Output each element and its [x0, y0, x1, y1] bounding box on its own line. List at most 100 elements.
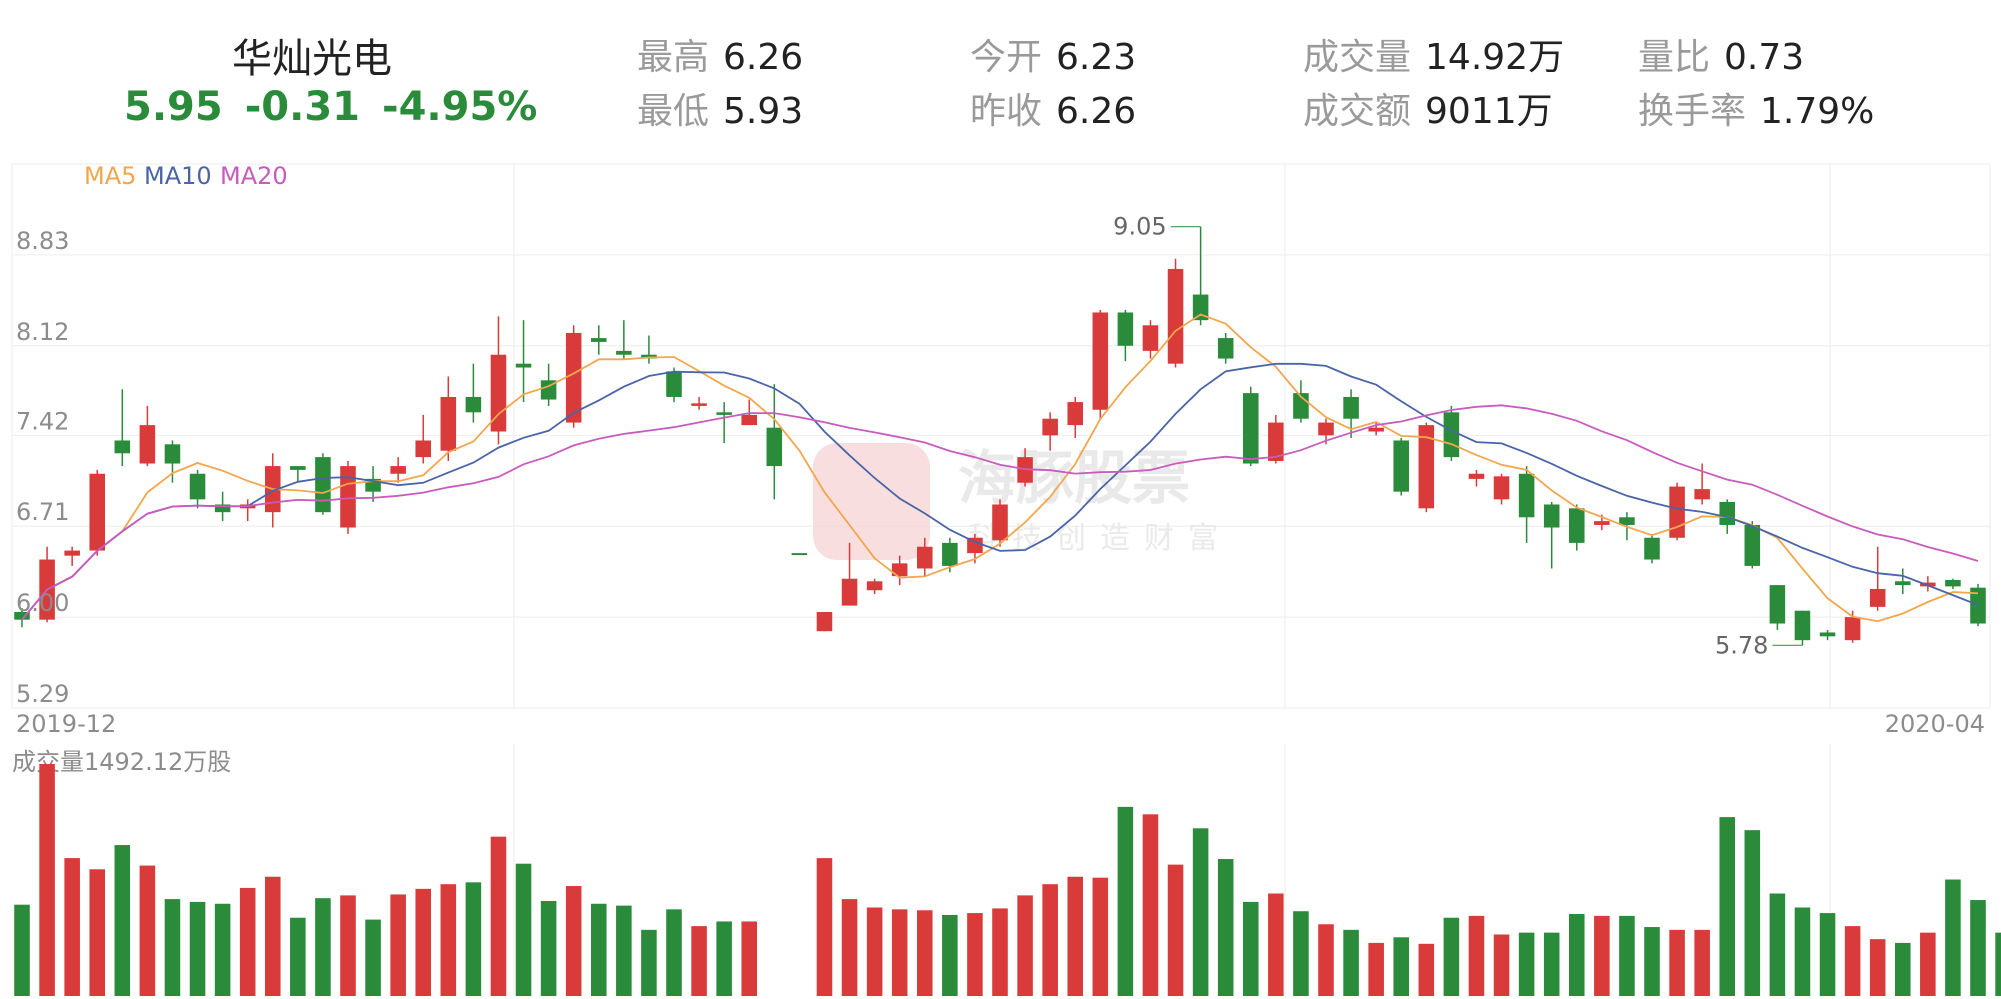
candle-body — [791, 553, 808, 556]
volume-bar — [1167, 864, 1184, 996]
volume-bar — [1318, 924, 1334, 996]
volume-bar — [164, 899, 181, 996]
candle-body — [1042, 418, 1058, 436]
candle-body — [1343, 396, 1359, 419]
candle-body — [415, 440, 432, 458]
candle-body — [1869, 588, 1886, 607]
candle-body — [1894, 581, 1911, 586]
volume-bar — [1017, 895, 1033, 996]
chart-grid — [11, 163, 1991, 996]
candle-body — [1694, 489, 1710, 500]
volume-bar — [866, 907, 883, 996]
candle-body — [340, 466, 356, 528]
candle-body — [1268, 422, 1284, 461]
candle-body — [1318, 422, 1334, 436]
volume-bar — [1894, 942, 1911, 996]
ma20-line — [21, 404, 1979, 621]
volume-bar — [1268, 893, 1284, 996]
volume-bar — [1217, 859, 1234, 996]
volume-bar — [1518, 932, 1535, 996]
candle-body — [1167, 268, 1184, 364]
volume-bar — [415, 888, 432, 996]
candle-body — [1217, 338, 1234, 359]
low-annotation: 5.78 — [1715, 631, 1768, 659]
candle-body — [590, 338, 607, 342]
candle-body — [139, 425, 156, 464]
price-change-percent: -4.95% — [382, 84, 538, 130]
candle-body — [1518, 473, 1535, 518]
candle-body — [1468, 473, 1485, 479]
volume-bar — [1117, 806, 1134, 996]
volume-bar — [1293, 911, 1309, 996]
stat-volume: 成交量 14.92万 — [1303, 37, 1565, 78]
volume-bar — [1719, 817, 1736, 996]
volume-bar — [1744, 830, 1761, 996]
volume-bar — [189, 901, 206, 996]
volume-bar — [1142, 814, 1159, 996]
volume-bar — [214, 903, 231, 996]
volume-bar — [967, 913, 983, 996]
volume-bar — [64, 858, 80, 996]
volume-bar — [616, 905, 632, 996]
volume-bar — [1493, 934, 1510, 996]
stat-prev-close: 昨收 6.26 — [970, 91, 1137, 132]
candle-body — [1418, 425, 1435, 509]
volume-bar — [540, 900, 557, 996]
price-change: -0.31 — [244, 84, 360, 130]
candle-body — [89, 473, 106, 551]
candle-body — [1619, 517, 1635, 525]
candle-body — [1719, 501, 1736, 525]
volume-bar — [365, 919, 381, 996]
stat-volume-ratio: 量比 0.73 — [1638, 37, 1805, 78]
candle-body — [490, 354, 507, 432]
volume-bar — [1920, 932, 1936, 996]
candle-body — [64, 550, 80, 556]
candle-body — [1945, 580, 1961, 587]
volume-bar — [1819, 913, 1836, 996]
candle-body — [14, 612, 30, 620]
candle-body — [1242, 393, 1259, 464]
candle-body — [616, 350, 632, 355]
candle-body — [967, 537, 983, 554]
volume-bar — [741, 921, 758, 996]
volume-bar — [39, 764, 55, 996]
volume-bar — [891, 909, 908, 996]
volume-bar — [841, 899, 858, 996]
candle-body — [1568, 508, 1585, 543]
volume-bar — [340, 895, 356, 996]
quote-header: 华灿光电 5.95 -0.31 -4.95% 最高 6.26 最低 5.93 今开 6.2… — [0, 0, 2001, 160]
candle-body — [1443, 412, 1460, 458]
volume-bar — [716, 921, 732, 996]
candle-body — [1192, 294, 1209, 321]
candle-body — [866, 581, 883, 591]
candle-body — [290, 466, 306, 470]
volume-bar — [916, 910, 933, 996]
annotations: 9.05 5.78 — [1113, 213, 1803, 659]
stat-open: 今开 6.23 — [970, 37, 1137, 78]
candle-body — [1769, 585, 1786, 624]
candle-body — [891, 563, 908, 577]
candle-body — [114, 440, 131, 454]
candle-body — [766, 427, 783, 467]
candle-body — [666, 371, 682, 397]
volume-bar — [14, 904, 30, 996]
volume-bar — [1343, 929, 1359, 996]
volume-bar — [816, 858, 833, 996]
volume-bar — [1092, 877, 1109, 996]
watermark-logo-icon — [813, 443, 930, 560]
volume-bar — [1794, 907, 1811, 996]
candle-body — [1844, 617, 1861, 641]
legend-ma20: MA20 — [220, 162, 288, 190]
legend-ma10: MA10 — [144, 162, 212, 190]
x-start-label: 2019-12 — [16, 710, 116, 738]
candle-body — [440, 396, 457, 451]
plot-frame — [11, 163, 1991, 709]
volume-bar — [1468, 915, 1485, 996]
volume-bar — [239, 887, 256, 996]
volume-bar — [290, 917, 306, 996]
volume-bar — [1368, 942, 1384, 996]
last-price: 5.95 — [124, 84, 223, 130]
candle-body — [214, 504, 231, 513]
volume-bar — [1619, 915, 1635, 996]
stock-name: 华灿光电 — [232, 36, 392, 82]
